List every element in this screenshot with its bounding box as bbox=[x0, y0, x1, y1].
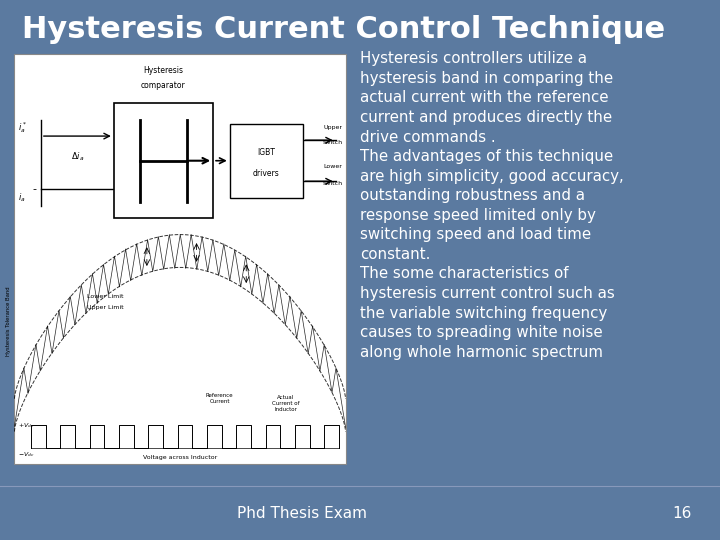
Text: Voltage across Inductor: Voltage across Inductor bbox=[143, 455, 217, 460]
Text: $-V_{dc}$: $-V_{dc}$ bbox=[18, 450, 35, 458]
Text: $\Delta i_a$: $\Delta i_a$ bbox=[71, 150, 84, 163]
FancyBboxPatch shape bbox=[14, 54, 346, 464]
Text: Actual
Current of
Inductor: Actual Current of Inductor bbox=[272, 395, 300, 412]
Text: -: - bbox=[32, 185, 36, 194]
Bar bbox=[230, 124, 302, 198]
Bar bbox=[114, 103, 213, 218]
Text: Upper: Upper bbox=[323, 125, 342, 130]
Text: Lower Limit: Lower Limit bbox=[87, 294, 124, 299]
Text: $i_a^*$: $i_a^*$ bbox=[18, 120, 27, 136]
Text: Upper Limit: Upper Limit bbox=[87, 305, 124, 310]
Text: Hysteresis: Hysteresis bbox=[143, 66, 184, 75]
Text: Hysteresis Tolerance Band: Hysteresis Tolerance Band bbox=[6, 286, 11, 355]
Text: Reference
Current: Reference Current bbox=[206, 393, 233, 404]
Text: Hysteresis controllers utilize a
hysteresis band in comparing the
actual current: Hysteresis controllers utilize a hystere… bbox=[360, 51, 624, 360]
Text: comparator: comparator bbox=[141, 80, 186, 90]
Text: switch: switch bbox=[322, 140, 342, 145]
Text: IGBT: IGBT bbox=[257, 148, 275, 157]
Text: 16: 16 bbox=[672, 505, 691, 521]
Text: Hysteresis Current Control Technique: Hysteresis Current Control Technique bbox=[22, 15, 665, 44]
Text: switch: switch bbox=[322, 181, 342, 186]
Text: $i_a$: $i_a$ bbox=[18, 191, 25, 204]
Text: Phd Thesis Exam: Phd Thesis Exam bbox=[238, 505, 367, 521]
Text: drivers: drivers bbox=[253, 168, 279, 178]
Text: $+V_{dc}$: $+V_{dc}$ bbox=[18, 421, 35, 430]
Text: Lower: Lower bbox=[323, 164, 342, 170]
